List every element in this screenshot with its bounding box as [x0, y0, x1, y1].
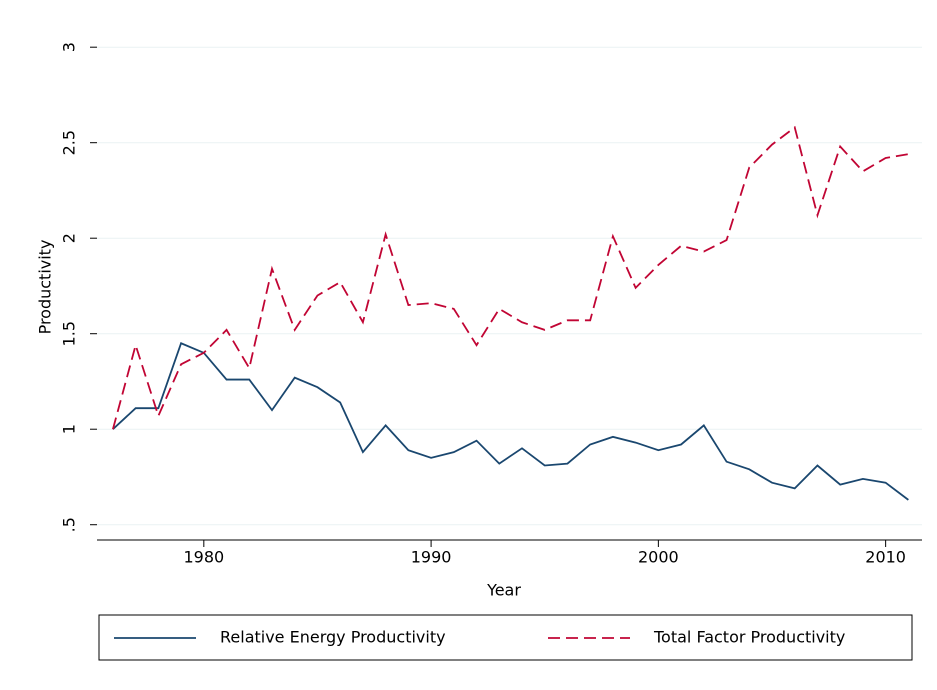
legend-label: Total Factor Productivity	[653, 628, 845, 647]
y-axis-title: Productivity	[36, 240, 55, 335]
y-tick-label: .5	[60, 517, 79, 532]
legend-box	[98, 614, 913, 661]
x-tick-label: 1990	[411, 548, 452, 567]
y-tick-label: 3	[60, 42, 79, 52]
series-line	[112, 125, 909, 430]
y-tick-label: 2.5	[60, 130, 79, 155]
x-tick-label: 2010	[865, 548, 906, 567]
y-tick-label: 1.5	[60, 321, 79, 346]
legend-label: Relative Energy Productivity	[220, 628, 446, 647]
series-line	[112, 342, 909, 501]
y-tick-label: 2	[60, 233, 79, 243]
y-tick-label: 1	[60, 424, 79, 434]
x-axis-title: Year	[486, 581, 521, 600]
x-tick-label: 1980	[183, 548, 224, 567]
x-tick-label: 2000	[638, 548, 679, 567]
